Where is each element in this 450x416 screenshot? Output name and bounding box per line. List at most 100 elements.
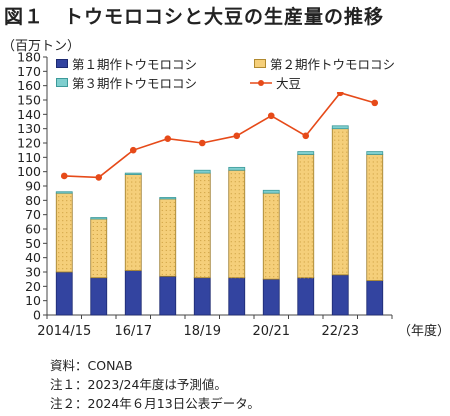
bar-texture-dot bbox=[372, 229, 374, 231]
bar-texture-dot bbox=[368, 169, 370, 171]
bar-texture-dot bbox=[161, 229, 163, 231]
bar-texture-dot bbox=[66, 248, 68, 250]
bar-texture-dot bbox=[135, 225, 137, 227]
bar-texture-dot bbox=[242, 189, 244, 191]
bar-texture-dot bbox=[238, 185, 240, 187]
soybean-point bbox=[60, 172, 68, 180]
bar-texture-dot bbox=[173, 241, 175, 243]
bar-texture-dot bbox=[135, 221, 137, 223]
bar-texture-dot bbox=[346, 203, 348, 205]
bar-texture-dot bbox=[204, 224, 206, 226]
bar-texture-dot bbox=[372, 241, 374, 243]
bar-texture-dot bbox=[104, 257, 106, 259]
bar-texture-dot bbox=[376, 169, 378, 171]
bar-texture-dot bbox=[307, 161, 309, 163]
bar-texture-dot bbox=[299, 265, 301, 267]
bar-texture-dot bbox=[311, 229, 313, 231]
bar-texture-dot bbox=[299, 169, 301, 171]
bar-texture-dot bbox=[139, 189, 141, 191]
bar-texture-dot bbox=[376, 209, 378, 211]
bar-texture-dot bbox=[269, 268, 271, 270]
bar-texture-dot bbox=[265, 216, 267, 218]
bar-texture-dot bbox=[234, 241, 236, 243]
bar-texture-dot bbox=[303, 217, 305, 219]
bar-texture-dot bbox=[127, 221, 129, 223]
bar-texture-dot bbox=[139, 245, 141, 247]
y-tick-label: 30 bbox=[25, 265, 41, 280]
bar-texture-dot bbox=[66, 204, 68, 206]
bar-texture-dot bbox=[376, 277, 378, 279]
bar-texture-dot bbox=[376, 165, 378, 167]
bar-texture-dot bbox=[303, 189, 305, 191]
bar-texture-dot bbox=[372, 253, 374, 255]
bar-texture-dot bbox=[208, 256, 210, 258]
bar-texture-dot bbox=[376, 177, 378, 179]
bar-texture-dot bbox=[303, 253, 305, 255]
bar-texture-dot bbox=[100, 273, 102, 275]
bar-texture-dot bbox=[303, 165, 305, 167]
bar-texture-dot bbox=[127, 209, 129, 211]
bar-texture-dot bbox=[208, 220, 210, 222]
bar-texture-dot bbox=[342, 139, 344, 141]
bar-texture-dot bbox=[376, 249, 378, 251]
bar-texture-dot bbox=[372, 161, 374, 163]
legend-label: 第１期作トウモロコシ bbox=[72, 57, 198, 72]
bar-texture-dot bbox=[200, 256, 202, 258]
bar-texture-dot bbox=[265, 204, 267, 206]
y-tick-label: 90 bbox=[25, 179, 41, 194]
bar-texture-dot bbox=[62, 224, 64, 226]
bar-texture-dot bbox=[70, 240, 72, 242]
bar-texture-dot bbox=[334, 263, 336, 265]
bar-texture-dot bbox=[230, 181, 232, 183]
bar-texture-dot bbox=[92, 273, 94, 275]
bar-texture-dot bbox=[380, 265, 382, 267]
bar-texture-dot bbox=[204, 240, 206, 242]
bar-texture-dot bbox=[66, 212, 68, 214]
legend-swatch bbox=[56, 59, 68, 68]
bar-texture-dot bbox=[165, 213, 167, 215]
bar-texture-dot bbox=[334, 215, 336, 217]
bar-texture-dot bbox=[200, 192, 202, 194]
bar-texture-dot bbox=[376, 229, 378, 231]
bar-texture-dot bbox=[342, 239, 344, 241]
bar-texture-dot bbox=[380, 201, 382, 203]
x-axis-unit-label: （年度） bbox=[398, 323, 450, 339]
bar-texture-dot bbox=[372, 157, 374, 159]
bar-texture-dot bbox=[139, 221, 141, 223]
bar-texture-dot bbox=[230, 273, 232, 275]
bar-texture-dot bbox=[173, 229, 175, 231]
bar-texture-dot bbox=[277, 212, 279, 214]
bar-texture-dot bbox=[273, 232, 275, 234]
bar-texture-dot bbox=[169, 205, 171, 207]
bar-texture-dot bbox=[230, 261, 232, 263]
bar-segment-1 bbox=[366, 280, 384, 316]
bar-texture-dot bbox=[104, 269, 106, 271]
bar-texture-dot bbox=[299, 245, 301, 247]
bar-texture-dot bbox=[380, 213, 382, 215]
bar-texture-dot bbox=[127, 269, 129, 271]
bar-texture-dot bbox=[196, 208, 198, 210]
bar-texture-dot bbox=[277, 232, 279, 234]
bar-texture-dot bbox=[380, 269, 382, 271]
bar-texture-dot bbox=[376, 273, 378, 275]
bar-texture-dot bbox=[380, 189, 382, 191]
bar-texture-dot bbox=[307, 205, 309, 207]
y-tick-label: 0 bbox=[33, 308, 41, 323]
bar-texture-dot bbox=[204, 212, 206, 214]
bar-texture-dot bbox=[70, 204, 72, 206]
bar-texture-dot bbox=[200, 212, 202, 214]
bar-texture-dot bbox=[242, 181, 244, 183]
bar-texture-dot bbox=[334, 155, 336, 157]
bar-segment-2 bbox=[90, 218, 108, 279]
bar-texture-dot bbox=[242, 201, 244, 203]
chart-title: 図１ トウモロコシと大豆の生産量の推移 bbox=[4, 6, 385, 28]
bar-texture-dot bbox=[204, 188, 206, 190]
bar-texture-dot bbox=[196, 204, 198, 206]
bar-texture-dot bbox=[242, 265, 244, 267]
bar-texture-dot bbox=[303, 229, 305, 231]
bar-texture-dot bbox=[242, 173, 244, 175]
bar-texture-dot bbox=[139, 205, 141, 207]
bar-texture-dot bbox=[303, 185, 305, 187]
bar-texture-dot bbox=[208, 204, 210, 206]
bar-texture-dot bbox=[273, 244, 275, 246]
